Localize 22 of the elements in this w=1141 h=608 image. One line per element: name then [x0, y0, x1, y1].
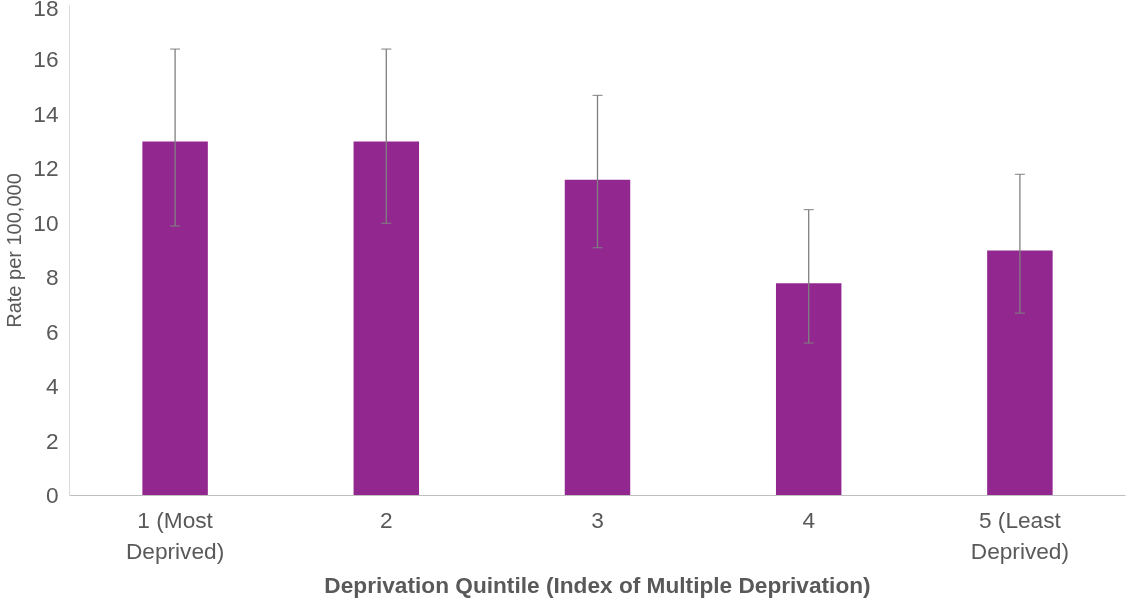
- y-tick-label: 8: [45, 264, 59, 291]
- x-tick-label: 3: [591, 506, 604, 533]
- y-tick-label: 0: [45, 482, 59, 508]
- bar: [775, 283, 842, 496]
- y-tick-label: 4: [45, 373, 59, 400]
- x-tick-label: 4: [802, 506, 816, 533]
- x-tick-label: 1 (Most Deprived): [125, 506, 225, 564]
- y-tick-label: 12: [33, 155, 59, 182]
- y-axis-title: Rate per 100,000: [3, 173, 26, 328]
- x-tick-label: 5 (Least Deprived): [970, 506, 1070, 564]
- bar: [353, 141, 420, 496]
- y-tick-label: 18: [33, 0, 59, 21]
- y-tick-label: 14: [33, 100, 59, 127]
- bar: [564, 179, 631, 496]
- y-tick-label: 10: [33, 209, 59, 236]
- x-axis-title: Deprivation Quintile (Index of Multiple Deprivation): [324, 571, 871, 598]
- bar: [987, 250, 1053, 496]
- x-tick-label: 2: [380, 506, 393, 533]
- bar: [142, 141, 208, 496]
- y-tick-label: 2: [45, 427, 59, 454]
- y-tick-label: 6: [45, 318, 59, 345]
- y-tick-label: 16: [33, 46, 59, 73]
